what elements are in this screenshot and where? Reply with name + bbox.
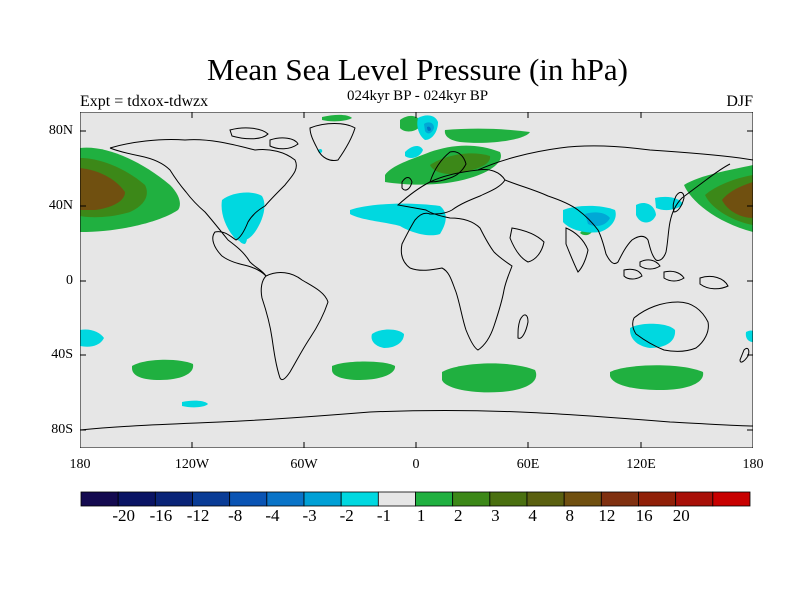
south-indian-green: [610, 365, 704, 390]
colorbar-swatch: [154, 491, 193, 507]
lon-label-120e: 120E: [626, 457, 656, 472]
lat-label-40n: 40N: [48, 198, 73, 213]
colorbar-label: 12: [598, 506, 616, 525]
colorbar-label: -1: [376, 506, 391, 525]
colorbar-label: -8: [228, 506, 243, 525]
colorbar-swatch: [563, 491, 602, 507]
colorbar-swatch: [229, 491, 268, 507]
colorbar-swatch: [712, 491, 751, 507]
colorbar-swatch: [80, 491, 119, 507]
lon-label-180w: 180: [69, 457, 91, 472]
lat-label-40s: 40S: [51, 347, 73, 362]
axis-ticks: [80, 112, 753, 448]
colorbar-swatch: [377, 491, 416, 507]
colorbar-swatch: [117, 491, 156, 507]
colorbar-swatch: [192, 491, 231, 507]
negative-anomaly-regions: [80, 115, 753, 408]
colorbar-swatch: [675, 491, 714, 507]
colorbar-label: -20: [112, 506, 136, 525]
lat-label-80s: 80S: [51, 422, 73, 437]
colorbar-label: 1: [416, 506, 426, 525]
colorbar-swatch: [340, 491, 379, 507]
lat-label-0: 0: [66, 273, 73, 288]
colorbar-label: 8: [565, 506, 574, 525]
colorbar-swatch: [303, 491, 342, 507]
colorbar-swatch: [452, 491, 491, 507]
colorbar-swatch: [526, 491, 565, 507]
lon-label-180e: 180: [742, 457, 764, 472]
colorbar-label: 4: [528, 506, 537, 525]
south-pacific-green: [132, 359, 194, 380]
lon-label-120w: 120W: [174, 457, 210, 472]
experiment-label: Expt = tdxox-tdwzx: [80, 93, 209, 110]
lon-label-60e: 60E: [516, 457, 540, 472]
lat-label-80n: 80N: [48, 123, 73, 138]
south-atlantic-green: [442, 363, 537, 393]
colorbar: [80, 491, 751, 507]
colorbar-label: 16: [635, 506, 653, 525]
lon-label-60w: 60W: [290, 457, 318, 472]
season-label: DJF: [726, 93, 753, 110]
colorbar-swatch: [600, 491, 639, 507]
colorbar-swatch: [638, 491, 677, 507]
coastlines: [80, 123, 753, 431]
colorbar-swatch: [415, 491, 454, 507]
positive-anomaly-regions: [80, 114, 753, 393]
colorbar-label: 20: [672, 506, 690, 525]
colorbar-label: 3: [491, 506, 500, 525]
colorbar-label: -4: [265, 506, 280, 525]
colorbar-label: -3: [302, 506, 317, 525]
map-title: Mean Sea Level Pressure (in hPa): [207, 52, 628, 87]
lon-label-0: 0: [412, 457, 420, 472]
colorbar-swatch: [489, 491, 528, 507]
colorbar-label: -12: [186, 506, 210, 525]
colorbar-label: -16: [149, 506, 173, 525]
colorbar-label: 2: [453, 506, 463, 525]
colorbar-swatch: [266, 491, 305, 507]
map-subtitle: 024kyr BP - 024kyr BP: [346, 88, 489, 104]
colorbar-label: -2: [339, 506, 354, 525]
